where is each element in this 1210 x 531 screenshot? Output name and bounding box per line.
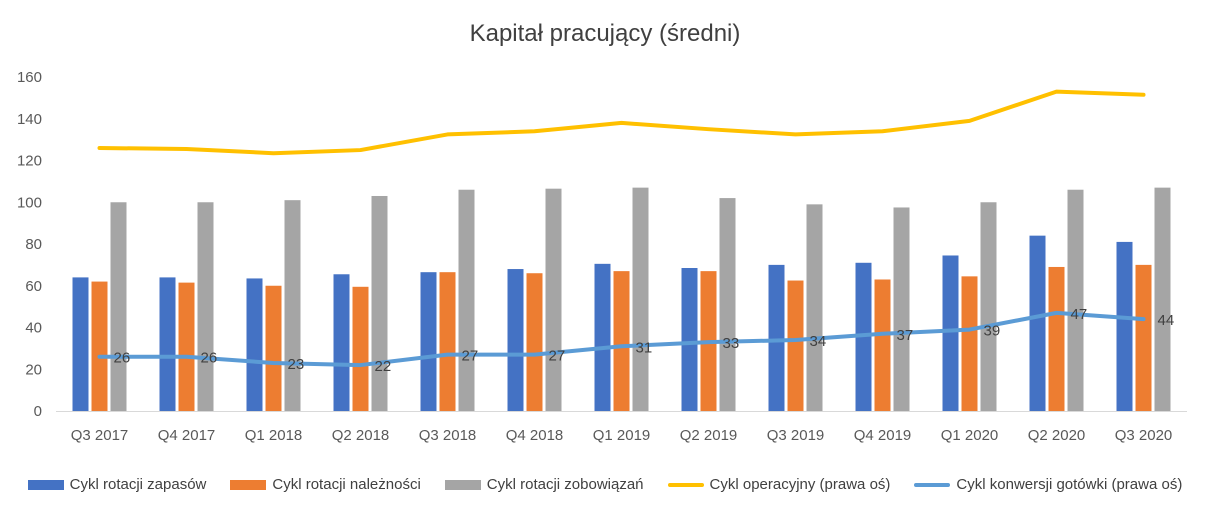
bar <box>594 263 611 411</box>
bar <box>352 286 369 411</box>
bar <box>961 276 978 411</box>
bar <box>507 269 524 411</box>
y-tick-label: 140 <box>17 111 42 128</box>
legend-swatch <box>667 482 704 487</box>
x-tick-label: Q4 2018 <box>506 427 564 444</box>
bar <box>806 204 823 411</box>
y-tick-label: 20 <box>25 361 42 378</box>
bar <box>1116 241 1133 411</box>
chart-title: Kapitał pracujący (średni) <box>469 20 741 47</box>
bar <box>768 264 785 411</box>
bar <box>439 272 456 411</box>
bar <box>980 202 997 411</box>
x-tick-label: Q3 2020 <box>1115 427 1173 444</box>
y-tick-label: 40 <box>25 320 42 337</box>
bar <box>681 268 698 411</box>
legend-swatch <box>914 482 951 487</box>
data-label: 44 <box>1158 312 1175 329</box>
x-tick-label: Q3 2019 <box>767 427 825 444</box>
data-label: 31 <box>636 339 653 356</box>
legend-label: Cykl operacyjny (prawa oś) <box>709 476 891 493</box>
y-tick-label: 100 <box>17 194 42 211</box>
bar <box>632 187 649 411</box>
bar <box>72 277 89 411</box>
bar <box>893 207 910 411</box>
bar <box>110 202 127 411</box>
bar <box>420 272 437 411</box>
bar <box>197 202 214 411</box>
legend-item: Cykl operacyjny (prawa oś) <box>667 476 891 493</box>
legend: Cykl rotacji zapasów Cykl rotacji należno… <box>0 476 1210 493</box>
y-tick-label: 60 <box>25 278 42 295</box>
y-tick-label: 120 <box>17 153 42 170</box>
series-line <box>97 89 1146 156</box>
x-tick-label: Q4 2019 <box>854 427 912 444</box>
legend-item: Cykl rotacji zapasów <box>27 476 207 493</box>
bar <box>333 274 350 411</box>
y-tick-label: 0 <box>34 403 42 420</box>
bar <box>1135 264 1152 411</box>
data-label: 22 <box>375 358 392 375</box>
legend-label: Cykl konwersji gotówki (prawa oś) <box>956 476 1183 493</box>
bar <box>246 278 263 411</box>
bar <box>787 280 804 411</box>
series-line <box>97 310 1146 368</box>
bar <box>613 271 630 411</box>
legend-swatch <box>230 479 267 490</box>
x-tick-label: Q1 2019 <box>593 427 651 444</box>
x-tick-label: Q2 2020 <box>1028 427 1086 444</box>
y-tick-label: 160 <box>17 69 42 86</box>
y-tick-label: 80 <box>25 236 42 253</box>
bar <box>545 188 562 411</box>
legend-label: Cykl rotacji należności <box>272 476 421 493</box>
bar <box>1067 189 1084 411</box>
legend-label: Cykl rotacji zobowiązań <box>486 476 644 493</box>
data-label: 33 <box>723 335 740 352</box>
data-label: 23 <box>288 356 305 373</box>
bar <box>265 285 282 411</box>
x-tick-label: Q1 2018 <box>245 427 303 444</box>
bar <box>371 195 388 411</box>
x-tick-label: Q2 2019 <box>680 427 738 444</box>
x-tick-label: Q2 2018 <box>332 427 390 444</box>
data-label: 27 <box>549 348 566 365</box>
bar <box>1048 266 1065 411</box>
x-tick-label: Q4 2017 <box>158 427 216 444</box>
x-tick-label: Q3 2017 <box>71 427 129 444</box>
legend-swatch <box>27 479 64 490</box>
data-label: 26 <box>201 350 218 367</box>
data-label: 39 <box>984 323 1001 340</box>
legend-item: Cykl rotacji należności <box>230 476 421 493</box>
legend-item: Cykl rotacji zobowiązań <box>444 476 644 493</box>
x-tick-label: Q3 2018 <box>419 427 477 444</box>
legend-swatch <box>444 479 481 490</box>
bar <box>719 198 736 411</box>
legend-label: Cykl rotacji zapasów <box>69 476 207 493</box>
legend-item: Cykl konwersji gotówki (prawa oś) <box>914 476 1182 493</box>
bar <box>458 189 475 411</box>
bar <box>1154 187 1171 411</box>
data-label: 34 <box>810 333 827 350</box>
data-label: 27 <box>462 348 479 365</box>
x-tick-label: Q1 2020 <box>941 427 999 444</box>
data-label: 47 <box>1071 306 1088 323</box>
bar <box>284 200 301 411</box>
bar <box>942 255 959 411</box>
data-label: 37 <box>897 327 914 344</box>
bar <box>178 282 195 411</box>
bar <box>159 277 176 411</box>
bar <box>1029 235 1046 411</box>
bar <box>874 279 891 411</box>
bar <box>526 273 543 411</box>
bar <box>91 281 108 411</box>
data-label: 26 <box>114 350 131 367</box>
